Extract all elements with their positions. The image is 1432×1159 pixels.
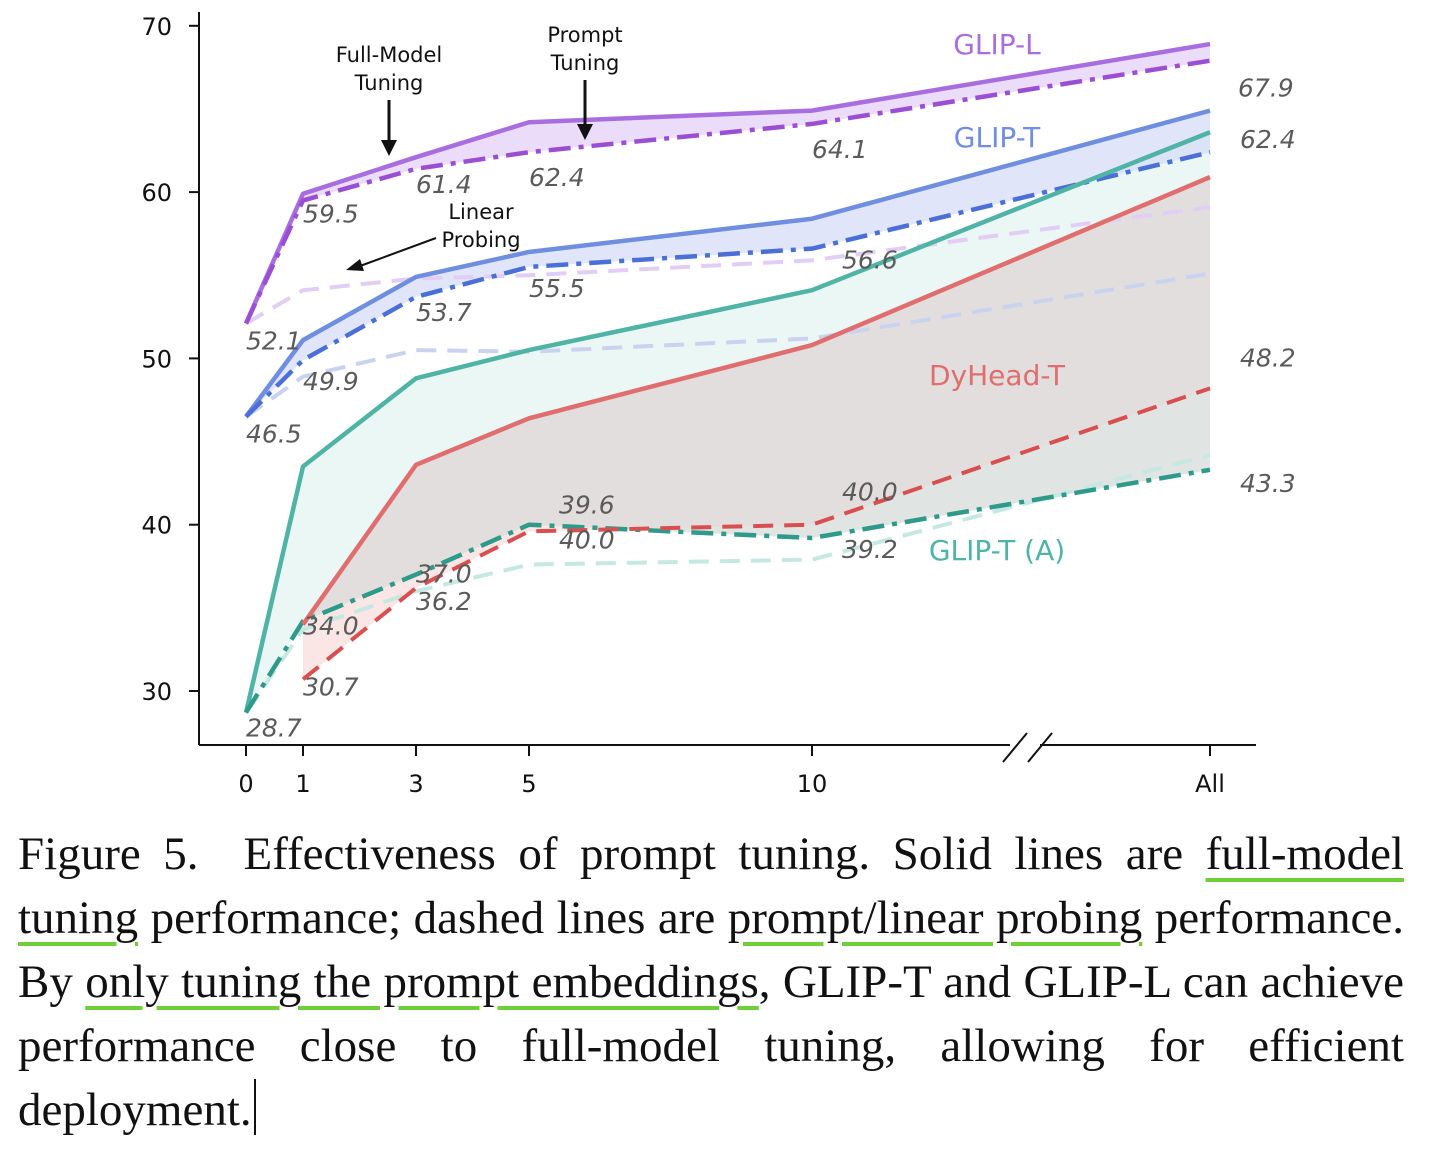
chart-value-labels: 52.1 59.5 61.4 62.4 64.1 67.9 49.9 53.7 55.5 56.6… [246, 74, 1296, 743]
caption-text-4: , GLIP-T and GLIP-L can achieve performa… [18, 956, 1404, 1136]
value-label: 56.6 [842, 246, 898, 275]
series-line-dashed [244, 205, 1211, 326]
arrowhead-linear [346, 259, 364, 271]
y-tick-label: 30 [141, 678, 172, 706]
figure-caption: Figure 5. Effectiveness of prompt tuning… [18, 822, 1404, 1142]
value-label: 62.4 [1240, 125, 1296, 154]
series-line-dashed [301, 386, 1211, 681]
value-label: 61.4 [416, 170, 472, 199]
value-label: 39.2 [842, 535, 898, 564]
x-tick-label: 5 [521, 770, 536, 798]
value-label: 59.5 [303, 199, 359, 228]
value-label: 48.2 [1240, 343, 1296, 372]
annotation-full-model-tuning: Full-Model [336, 43, 443, 67]
series-label: GLIP-T [954, 121, 1041, 154]
y-tick-label: 40 [141, 512, 172, 540]
value-label: 34.0 [303, 611, 359, 640]
value-label: 64.1 [812, 135, 868, 164]
caption-text-2: performance; dashed lines are [138, 892, 728, 944]
series-line-dashdot [244, 467, 1211, 714]
axis-break-mark [1002, 732, 1028, 763]
axis-break-mark [1027, 732, 1053, 763]
value-label: 28.7 [246, 714, 302, 743]
y-tick-label: 50 [141, 345, 172, 373]
caption-underline-2: prompt/linear probing [727, 892, 1143, 944]
value-label: 62.4 [529, 163, 585, 192]
series-line-solid [243, 41, 1211, 325]
figure-label: Figure 5. [18, 828, 199, 880]
x-tick-label: 1 [295, 770, 310, 798]
chart-annotations: Full-Model Tuning Prompt Tuning Linear Probin… [336, 23, 623, 271]
value-label: 52.1 [246, 326, 302, 355]
value-label: 37.0 [416, 560, 472, 589]
value-label: 30.7 [303, 672, 359, 701]
annotation-prompt-tuning: Tuning [550, 51, 620, 75]
value-label: 53.7 [416, 298, 472, 327]
value-label: 46.5 [246, 420, 302, 449]
value-label: 49.9 [303, 367, 359, 396]
series-line-dashed [244, 452, 1211, 714]
y-tick-label: 60 [141, 179, 172, 207]
series-label: DyHead-T [929, 359, 1066, 392]
chart-axes: 30 40 50 60 70 0 1 3 5 10 All [141, 12, 1256, 798]
x-tick-label: 3 [408, 770, 423, 798]
arrow-linear [359, 237, 437, 267]
chart-series-lines: GLIP-L GLIP-T GLIP-T (A) DyHead-T [243, 28, 1211, 714]
series-line-solid [244, 108, 1211, 418]
annotation-linear-probing: Linear [448, 200, 514, 224]
series-line-solid [243, 130, 1211, 714]
annotation-linear-probing: Probing [441, 228, 520, 252]
x-tick-label: 10 [797, 770, 828, 798]
value-label: 36.2 [416, 587, 472, 616]
value-label: 40.0 [559, 526, 615, 555]
value-label: 67.9 [1238, 74, 1294, 103]
annotation-prompt-tuning: Prompt [547, 23, 622, 47]
arrowhead-full-model [381, 140, 397, 156]
series-label: GLIP-T (A) [929, 534, 1065, 567]
value-label: 55.5 [529, 274, 585, 303]
fill-dyhead-region [303, 177, 1210, 625]
value-label: 39.6 [559, 490, 615, 519]
arrowhead-prompt [577, 124, 593, 140]
x-tick-label: All [1195, 770, 1225, 798]
value-label: 40.0 [842, 478, 898, 507]
text-cursor [253, 1079, 256, 1135]
series-label: GLIP-L [953, 28, 1041, 61]
x-tick-label: 0 [238, 770, 253, 798]
caption-underline-1: full-model tuning [18, 828, 1404, 944]
value-label: 43.3 [1240, 469, 1296, 498]
annotation-full-model-tuning: Tuning [354, 71, 424, 95]
series-line-dashdot [244, 150, 1211, 419]
chart: 30 40 50 60 70 0 1 3 5 10 All GLIP-L GLIP-T GLIP-T (… [141, 12, 1296, 798]
caption-text-1: Effectiveness of prompt tuning. Solid li… [243, 828, 1206, 880]
fill-glip-l [246, 44, 1210, 324]
series-line-dashdot [243, 58, 1211, 325]
series-line-solid [301, 175, 1211, 626]
caption-text-3: performance. By [18, 892, 1404, 1008]
fill-glip-t [246, 110, 1210, 417]
y-tick-label: 70 [141, 13, 172, 41]
caption-underline-3: only tuning the prompt embeddings [85, 956, 759, 1008]
